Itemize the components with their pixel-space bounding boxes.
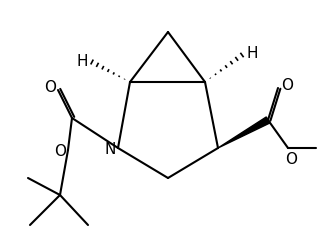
- Text: O: O: [44, 81, 56, 95]
- Text: H: H: [246, 45, 258, 61]
- Text: O: O: [285, 153, 297, 167]
- Text: O: O: [281, 79, 293, 93]
- Text: O: O: [54, 145, 66, 159]
- Polygon shape: [218, 117, 270, 148]
- Text: H: H: [76, 55, 88, 69]
- Text: N: N: [104, 143, 116, 157]
